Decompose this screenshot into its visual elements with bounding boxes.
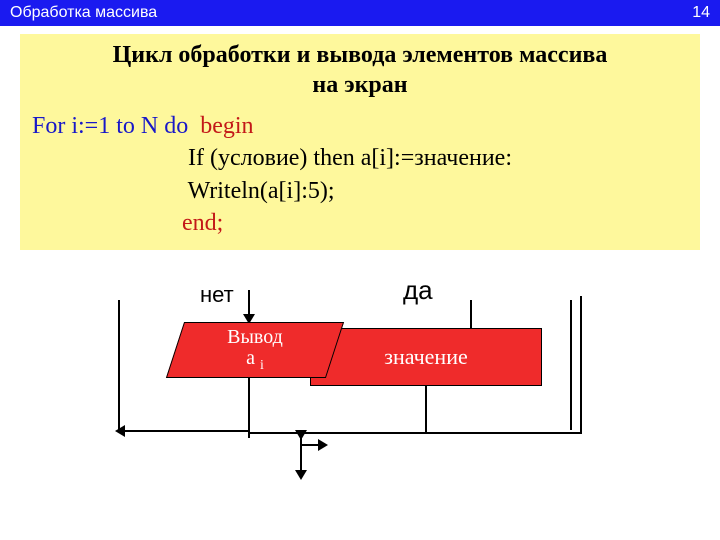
flow-line <box>570 300 572 430</box>
title-bar: Обработка массива 14 <box>0 0 720 26</box>
arrow-down-icon <box>295 430 307 440</box>
callout-heading: Цикл обработки и вывода элементов массив… <box>32 40 688 110</box>
process-text: значение <box>384 344 468 370</box>
code-line-1: For i:=1 to N do begin <box>32 110 688 142</box>
flow-line <box>120 430 250 432</box>
flow-line <box>248 432 427 434</box>
output-text: Выводa i <box>175 322 335 378</box>
flow-line <box>425 432 582 434</box>
label-yes: да <box>403 275 433 306</box>
flow-process-box: значение <box>310 328 542 386</box>
code-line-4: end; <box>32 207 688 239</box>
flow-line <box>425 384 427 434</box>
arrow-down-icon <box>295 470 307 480</box>
flow-line <box>580 296 582 434</box>
code-callout: Цикл обработки и вывода элементов массив… <box>20 34 700 250</box>
code-line-2: If (условие) then a[i]:=значение: <box>32 142 688 174</box>
label-no: нет <box>200 282 234 308</box>
arrow-left-icon <box>115 425 125 437</box>
flow-line <box>248 378 250 438</box>
arrow-right-icon <box>318 439 328 451</box>
slide-title: Обработка массива <box>10 0 157 26</box>
code-line-3: Writeln(a[i]:5); <box>32 175 688 207</box>
slide-number: 14 <box>692 0 710 26</box>
flow-output-box: Выводa i <box>175 322 335 378</box>
flow-line <box>470 300 472 328</box>
flow-line <box>118 300 120 432</box>
